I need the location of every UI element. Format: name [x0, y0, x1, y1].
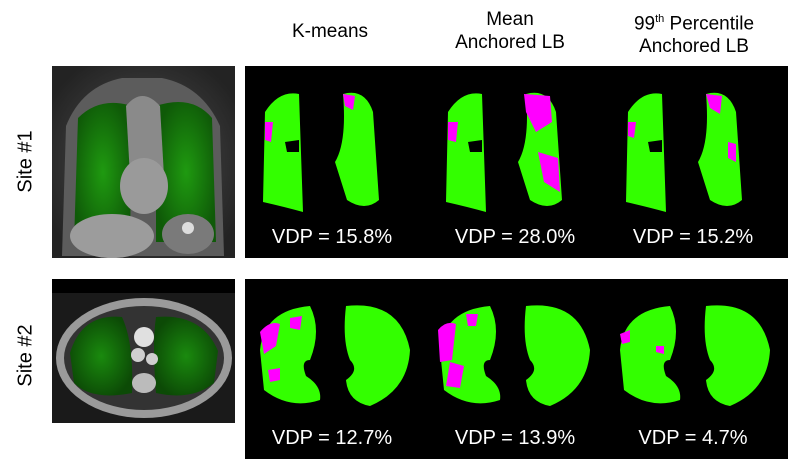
site1-kmeans-map	[263, 92, 379, 212]
column-header-p99-line2: Anchored LB	[639, 36, 749, 58]
site2-kmeans-map	[260, 305, 410, 406]
row-label-site1: Site #1	[14, 130, 37, 193]
column-header-p99-line1: 99th Percentile	[600, 8, 788, 35]
vdp-site2-mean: VDP = 13.9%	[454, 427, 576, 449]
column-header-kmeans: K-means	[245, 20, 415, 43]
row-label-site2: Site #2	[14, 324, 37, 387]
p99-rest: Percentile	[664, 13, 755, 35]
column-header-p99-anchored: 99th Percentile Anchored LB	[600, 8, 788, 58]
site2-panel	[245, 279, 788, 459]
site2-anatomical-image	[52, 279, 235, 459]
column-header-mean-anchored: Mean Anchored LB	[425, 8, 595, 54]
site1-mean-map	[446, 92, 562, 212]
column-header-mean-line1: Mean	[486, 9, 534, 30]
p99-number: 99	[633, 13, 656, 35]
vdp-site1-kmeans: VDP = 15.8%	[271, 226, 393, 248]
site1-anatomical-image	[52, 66, 235, 258]
vdp-site1-mean: VDP = 28.0%	[454, 226, 576, 248]
site2-mean-map	[438, 305, 590, 406]
site1-p99-map	[626, 92, 742, 212]
p99-superscript: th	[655, 13, 665, 25]
site2-p99-map	[620, 305, 770, 406]
column-header-kmeans-text: K-means	[291, 21, 369, 42]
vdp-site1-p99: VDP = 15.2%	[632, 226, 754, 248]
vdp-site2-kmeans: VDP = 12.7%	[271, 427, 393, 449]
vdp-site2-p99: VDP = 4.7%	[638, 427, 748, 449]
column-header-mean-line2: Anchored LB	[455, 32, 565, 53]
